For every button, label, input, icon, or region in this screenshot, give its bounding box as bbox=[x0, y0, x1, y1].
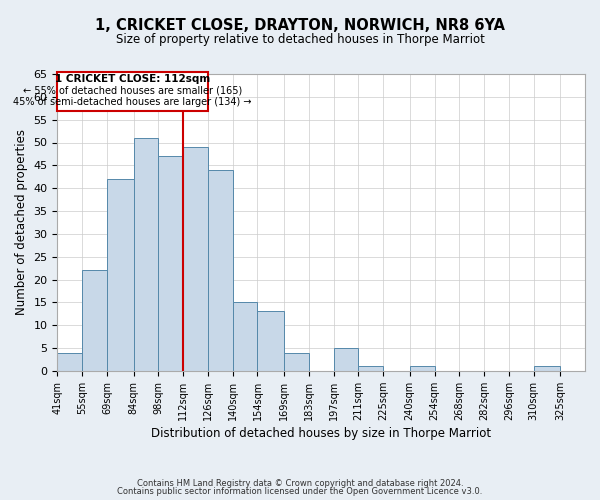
Bar bbox=[82, 270, 107, 371]
Bar bbox=[208, 170, 233, 371]
FancyBboxPatch shape bbox=[58, 72, 208, 110]
Bar bbox=[158, 156, 183, 371]
Text: Contains public sector information licensed under the Open Government Licence v3: Contains public sector information licen… bbox=[118, 487, 482, 496]
Bar bbox=[58, 352, 82, 371]
Bar bbox=[233, 302, 257, 371]
Bar bbox=[183, 147, 208, 371]
Bar bbox=[358, 366, 383, 371]
Bar bbox=[107, 179, 134, 371]
Bar bbox=[533, 366, 560, 371]
Bar bbox=[410, 366, 434, 371]
Bar bbox=[334, 348, 358, 371]
Text: ← 55% of detached houses are smaller (165): ← 55% of detached houses are smaller (16… bbox=[23, 86, 242, 96]
Bar bbox=[284, 352, 309, 371]
Text: 45% of semi-detached houses are larger (134) →: 45% of semi-detached houses are larger (… bbox=[13, 97, 252, 107]
Y-axis label: Number of detached properties: Number of detached properties bbox=[15, 130, 28, 316]
X-axis label: Distribution of detached houses by size in Thorpe Marriot: Distribution of detached houses by size … bbox=[151, 427, 491, 440]
Text: 1 CRICKET CLOSE: 112sqm: 1 CRICKET CLOSE: 112sqm bbox=[55, 74, 210, 84]
Text: Contains HM Land Registry data © Crown copyright and database right 2024.: Contains HM Land Registry data © Crown c… bbox=[137, 478, 463, 488]
Bar bbox=[134, 138, 158, 371]
Text: 1, CRICKET CLOSE, DRAYTON, NORWICH, NR8 6YA: 1, CRICKET CLOSE, DRAYTON, NORWICH, NR8 … bbox=[95, 18, 505, 32]
Text: Size of property relative to detached houses in Thorpe Marriot: Size of property relative to detached ho… bbox=[116, 32, 484, 46]
Bar bbox=[257, 312, 284, 371]
